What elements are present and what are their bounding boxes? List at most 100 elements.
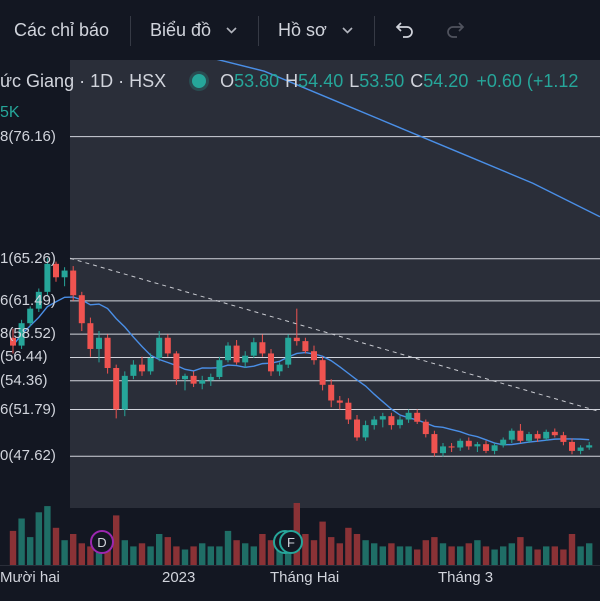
trendline	[70, 258, 600, 411]
volume-bar	[337, 543, 343, 565]
volume-bar	[577, 546, 583, 565]
volume-bar	[61, 540, 67, 565]
volume-bar	[36, 512, 42, 565]
volume-bar	[242, 543, 248, 565]
symbol-legend: ức Giang · 1D · HSX O 53.80 H 54.40 L 53…	[0, 62, 578, 100]
volume-bar	[526, 546, 532, 565]
fib-level-label: 6(61.49)	[0, 292, 56, 309]
volume-bar	[79, 543, 85, 565]
market-status-dot-icon	[192, 74, 206, 88]
volume-bar	[10, 531, 16, 565]
top-toolbar: Các chỉ báo Biểu đồ Hồ sơ	[0, 0, 600, 61]
x-tick-label: Tháng 3	[438, 569, 493, 586]
symbol-title[interactable]: ức Giang · 1D · HSX	[0, 71, 166, 92]
candle-body	[139, 365, 145, 372]
candle-body	[578, 448, 584, 451]
chart-type-label: Biểu đồ	[150, 20, 211, 41]
volume-bar	[199, 543, 205, 565]
volume-bar	[345, 528, 351, 565]
undo-button[interactable]	[394, 0, 416, 60]
candle-body	[320, 360, 326, 385]
candle-body	[457, 441, 463, 448]
candle-body	[466, 441, 472, 447]
candle-body	[526, 434, 532, 441]
volume-bar	[560, 550, 566, 566]
volume-bar	[500, 546, 506, 565]
volume-bar	[414, 550, 420, 566]
fib-level-label: 1(65.26)	[0, 250, 56, 267]
candle-body	[397, 420, 403, 426]
open-key: O	[220, 71, 234, 92]
volume-bar	[552, 546, 558, 565]
volume-label: 5K	[0, 104, 20, 122]
candle-body	[251, 342, 257, 355]
time-axis[interactable]: Mười hai 2023 Tháng Hai Tháng 3	[0, 565, 600, 601]
volume-bar	[371, 543, 377, 565]
x-tick-label: Tháng Hai	[270, 569, 339, 586]
candle-body	[543, 432, 549, 439]
low-value: 53.50	[359, 71, 404, 92]
candle-body	[500, 440, 506, 446]
undo-icon	[394, 19, 416, 41]
volume-bar	[208, 546, 214, 565]
toolbar-divider	[374, 16, 375, 46]
indicators-button[interactable]: Các chỉ báo	[14, 0, 109, 60]
candle-body	[234, 346, 240, 363]
chevron-down-icon	[225, 24, 238, 37]
volume-bar	[259, 534, 265, 565]
volume-bar	[543, 546, 549, 565]
high-key: H	[285, 71, 298, 92]
chart-type-button[interactable]: Biểu đồ	[150, 0, 238, 60]
close-key: C	[410, 71, 423, 92]
candle-body	[586, 445, 592, 447]
volume-bar	[397, 546, 403, 565]
candle-body	[302, 341, 308, 351]
fib-level-label: 6(51.79)	[0, 401, 56, 418]
volume-bar	[302, 534, 308, 565]
candle-body	[328, 385, 334, 401]
volume-bar	[423, 540, 429, 565]
candle-body	[285, 338, 291, 365]
volume-bar	[311, 540, 317, 565]
candle-body	[242, 356, 248, 363]
candle-body	[449, 446, 455, 447]
candle-body	[440, 446, 446, 453]
candle-body	[27, 309, 33, 324]
x-tick-label: 2023	[162, 569, 195, 586]
redo-button[interactable]	[444, 0, 466, 60]
change-value: +0.60 (+1.12	[476, 71, 578, 92]
candle-body	[363, 425, 369, 437]
volume-bar	[457, 546, 463, 565]
candle-body	[216, 360, 222, 377]
fib-level-label: (54.36)	[0, 372, 48, 389]
event-marker-letter: D	[97, 535, 106, 550]
volume-bar	[509, 543, 515, 565]
volume-bar	[130, 546, 136, 565]
candle-body	[371, 420, 377, 426]
candle-body	[165, 338, 171, 354]
candle-body	[62, 271, 68, 278]
candle-body	[87, 323, 93, 349]
redo-icon	[444, 19, 466, 41]
volume-bar	[251, 546, 257, 565]
candle-body	[277, 365, 283, 372]
trendline-dashed	[70, 258, 600, 411]
fib-lines	[70, 137, 600, 457]
candle-body	[552, 432, 558, 435]
candle-body	[259, 342, 265, 353]
ma-short-line	[13, 297, 589, 445]
volume-bar	[190, 546, 196, 565]
volume-bar	[466, 543, 472, 565]
chevron-down-icon	[341, 24, 354, 37]
low-key: L	[349, 71, 359, 92]
candle-body	[105, 338, 111, 368]
candle-body	[70, 271, 76, 296]
candle-body	[535, 434, 541, 438]
volume-bar	[225, 531, 231, 565]
candle-body	[44, 264, 50, 292]
volume-bar	[165, 537, 171, 565]
fib-level-label: 0(47.62)	[0, 447, 56, 464]
profile-button[interactable]: Hồ sơ	[278, 0, 354, 60]
